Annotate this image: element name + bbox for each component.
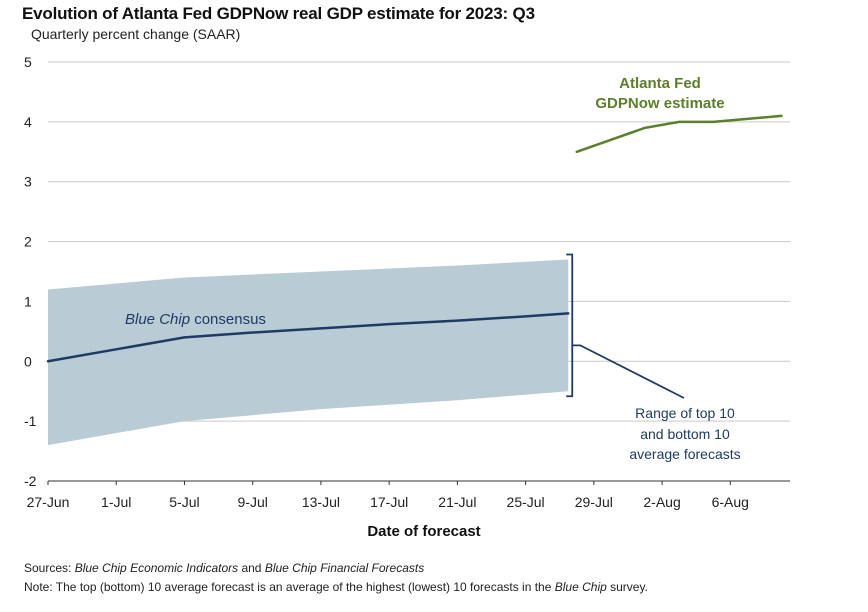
y-tick-label: 0	[24, 353, 32, 369]
sources-title-1: Blue Chip Economic Indicators	[74, 561, 239, 575]
y-tick-label: 4	[24, 114, 32, 130]
note-end: survey.	[606, 580, 648, 594]
range-label-line1: Range of top 10	[635, 405, 735, 421]
chart-subtitle: Quarterly percent change (SAAR)	[31, 26, 241, 42]
y-tick-label: 5	[24, 54, 32, 70]
gdpnow-label-line1: Atlanta Fed	[619, 75, 701, 92]
gdpnow-line	[575, 114, 783, 154]
gdpnow-label-line2: GDPNow estimate	[595, 95, 724, 112]
range-label-line3: average forecasts	[629, 446, 740, 462]
sources-label: Sources:	[24, 561, 72, 575]
range-label-line2: and bottom 10	[640, 426, 730, 442]
note-label: Note:	[24, 580, 53, 594]
note-italic: Blue Chip	[554, 580, 607, 594]
x-tick-label: 29-Jul	[575, 494, 613, 510]
blue-chip-consensus-line	[46, 312, 570, 363]
x-tick-label: 27-Jun	[27, 494, 70, 510]
y-tick-label: 3	[24, 174, 32, 190]
range-bracket	[566, 253, 574, 398]
x-tick-label: 25-Jul	[507, 494, 545, 510]
y-tick-label: -2	[24, 473, 37, 489]
range-leader-line	[572, 344, 685, 399]
note-footnote: Note: The top (bottom) 10 average foreca…	[24, 580, 648, 594]
x-axis-label: Date of forecast	[367, 523, 480, 540]
note-text: The top (bottom) 10 average forecast is …	[52, 580, 555, 594]
sources-and: and	[238, 561, 265, 575]
range-band	[48, 259, 569, 446]
x-tick-label: 17-Jul	[370, 494, 408, 510]
x-tick-label: 6-Aug	[712, 494, 749, 510]
x-tick-label: 2-Aug	[643, 494, 680, 510]
chart-title: Evolution of Atlanta Fed GDPNow real GDP…	[22, 4, 535, 23]
y-tick-label: 1	[24, 293, 32, 309]
x-tick-label: 21-Jul	[438, 494, 476, 510]
blue-chip-label: Blue Chip consensus	[125, 311, 266, 328]
x-tick-label: 9-Jul	[238, 494, 268, 510]
sources-title-2: Blue Chip Financial Forecasts	[264, 561, 425, 575]
y-tick-label: 2	[24, 234, 32, 250]
x-tick-label: 5-Jul	[169, 494, 199, 510]
sources-footnote: Sources: Blue Chip Economic Indicators a…	[24, 561, 424, 575]
y-tick-label: -1	[24, 413, 37, 429]
x-tick-label: 13-Jul	[302, 494, 340, 510]
x-tick-label: 1-Jul	[101, 494, 131, 510]
